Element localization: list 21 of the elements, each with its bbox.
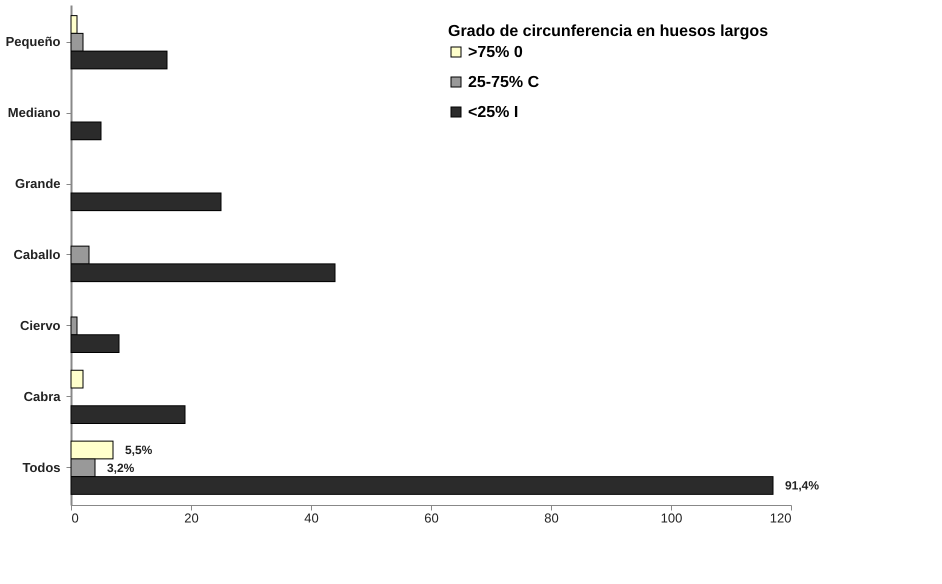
x-tick-label: 20 xyxy=(184,510,199,526)
legend-label: <25% I xyxy=(468,104,518,121)
x-tick-label: 0 xyxy=(72,510,79,526)
y-tick-label: Ciervo xyxy=(20,318,61,333)
x-tick-label: 80 xyxy=(544,510,559,526)
y-tick-label: Caballo xyxy=(14,247,61,262)
x-tick-label: 120 xyxy=(770,510,792,526)
x-tick-label: 100 xyxy=(660,510,682,526)
x-tick-label: 40 xyxy=(304,510,319,526)
legend-title: Grado de circunferencia en huesos largos xyxy=(448,23,768,40)
x-tick-label: 60 xyxy=(424,510,439,526)
y-tick-label: Cabra xyxy=(24,388,62,404)
y-tick-label: Todos xyxy=(22,460,60,475)
legend-label: 25-75% C xyxy=(468,74,540,91)
annotation: 91,4% xyxy=(785,478,820,492)
annotation: 5,5% xyxy=(125,443,153,458)
y-tick-label: Grande xyxy=(14,176,60,192)
legend-label: >75% 0 xyxy=(468,44,523,61)
y-tick-label: Pequeño xyxy=(6,34,61,50)
annotation: 3,2% xyxy=(107,460,135,475)
y-tick-label: Mediano xyxy=(8,105,61,120)
